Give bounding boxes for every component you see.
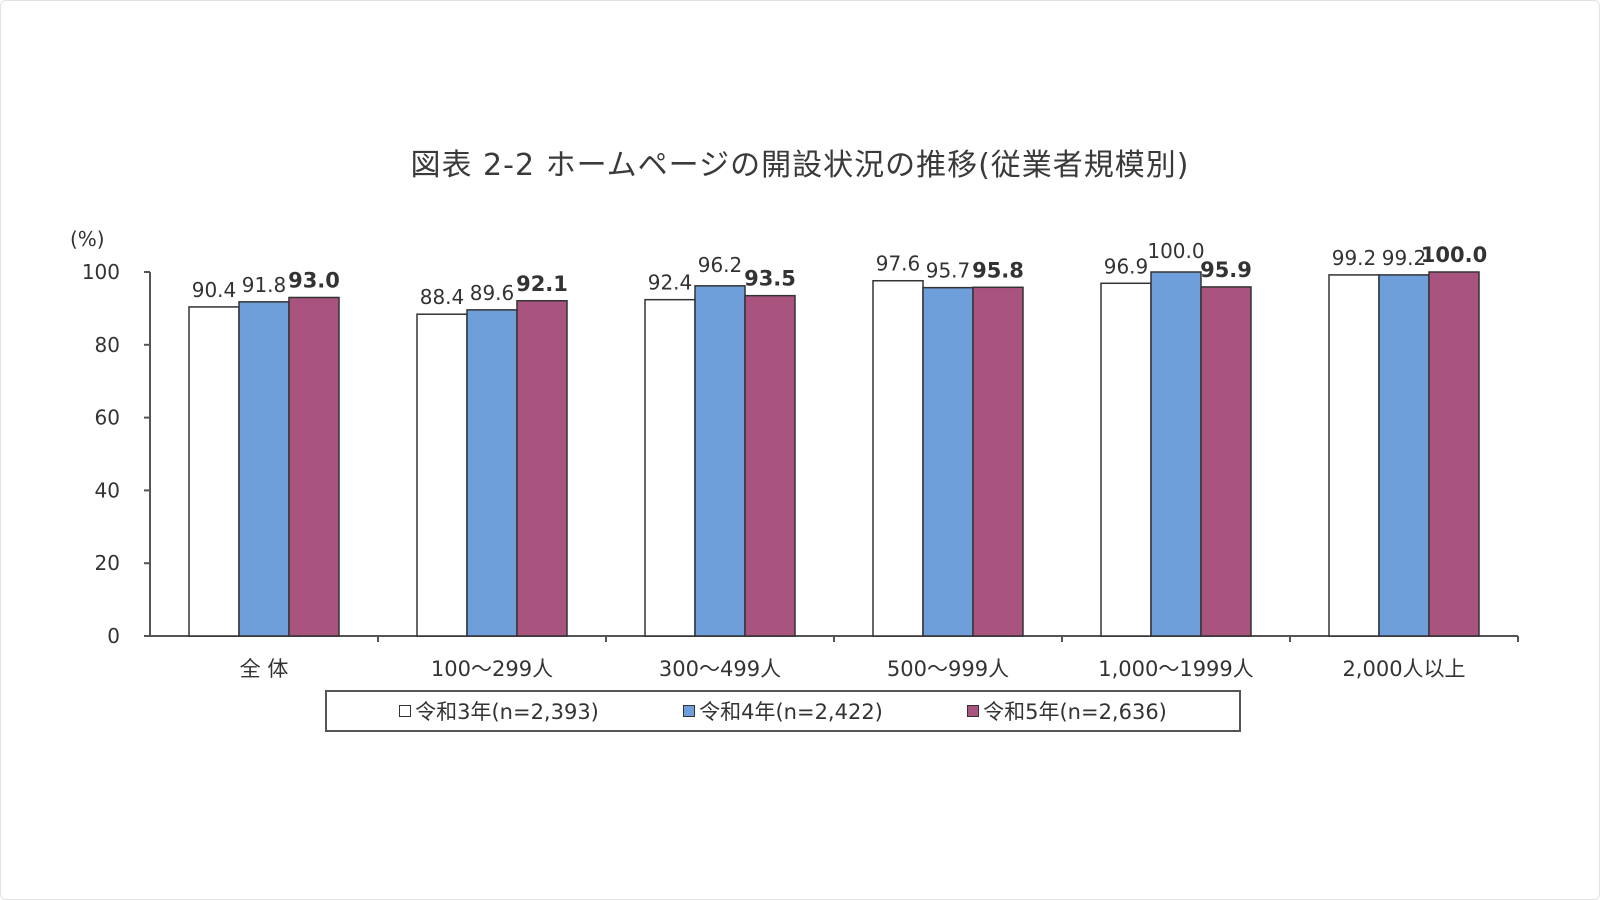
bar [1150,271,1202,637]
y-tick-label: 40 [95,478,120,502]
bar-data-label: 89.6 [470,281,515,305]
x-category-label: 300～499人 [659,657,781,681]
bar-data-label: 96.2 [698,253,743,277]
bar [416,313,468,637]
bar-data-label: 100.0 [1421,243,1487,267]
legend-swatch-r4 [683,705,696,717]
bar [872,279,924,637]
y-axis-unit-label: (%) [70,227,105,251]
bar [516,300,568,637]
bar-data-label: 92.4 [648,271,693,295]
bar [188,306,240,637]
legend-label-r3: 令和3年(n=2,393) [415,700,599,724]
bar-data-label: 93.5 [744,267,796,291]
y-tick-label: 60 [95,406,120,430]
legend-item-r4: 令和4年(n=2,422) [683,696,883,726]
bar-data-label: 90.4 [192,278,237,302]
bar [1328,274,1380,637]
bar [694,285,746,637]
legend-label-r5: 令和5年(n=2,636) [983,700,1167,724]
bar-data-label: 99.2 [1332,246,1377,270]
bar [1428,271,1480,637]
bar-data-label: 96.9 [1104,254,1149,278]
x-category-label: 100～299人 [431,657,553,681]
y-tick-label: 100 [82,260,120,284]
x-category-label: 500～999人 [887,657,1009,681]
bar [972,286,1024,637]
bar [744,294,796,637]
bar-data-label: 95.7 [926,259,971,283]
bar-data-label: 99.2 [1382,246,1427,270]
legend-swatch-r3 [399,705,412,717]
bar-data-label: 92.1 [516,272,568,296]
bar-data-label: 93.0 [288,268,340,292]
bar [1378,274,1430,637]
legend-item-r3: 令和3年(n=2,393) [399,696,599,726]
legend-item-r5: 令和5年(n=2,636) [967,696,1167,726]
bar [922,286,974,637]
y-tick-label: 0 [107,624,120,648]
chart-legend: 令和3年(n=2,393) 令和4年(n=2,422) 令和5年(n=2,636… [325,690,1241,732]
y-tick-label: 20 [95,551,120,575]
bar-data-label: 95.9 [1200,258,1252,282]
bar [238,301,290,637]
bar [1100,282,1152,637]
bar-data-label: 95.8 [972,258,1024,282]
x-category-label: 1,000～1999人 [1098,657,1254,681]
bar-data-label: 97.6 [876,252,921,276]
bar-data-label: 91.8 [242,273,287,297]
bar-data-label: 88.4 [420,285,465,309]
chart-title: 図表 2-2 ホームページの開設状況の推移(従業者規模別) [410,148,1190,183]
bar [466,309,518,637]
bar [288,296,340,637]
bar [644,298,696,637]
x-category-label: 2,000人以上 [1342,657,1465,681]
y-tick-label: 80 [95,333,120,357]
bar-data-label: 100.0 [1147,239,1204,263]
bar [1200,286,1252,637]
legend-label-r4: 令和4年(n=2,422) [699,700,883,724]
x-category-label: 全 体 [240,657,289,681]
legend-swatch-r5 [967,705,980,717]
